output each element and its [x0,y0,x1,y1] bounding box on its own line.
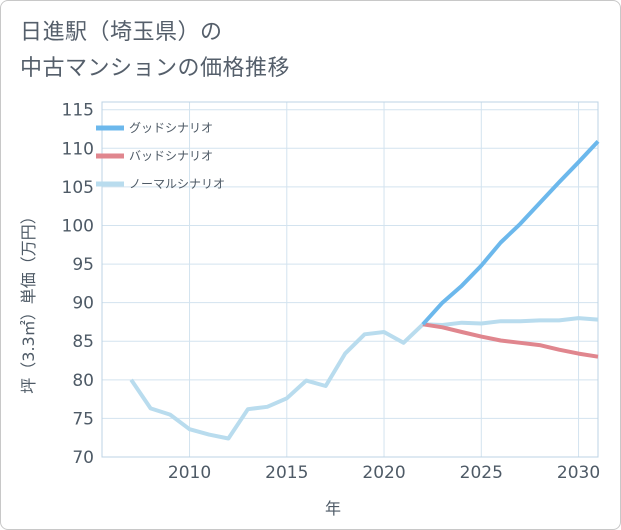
x-axis-title: 年 [325,499,341,518]
y-axis-title: 坪（3.3㎡）単価（万円） [19,208,38,393]
tick-labels: 2010 2015 2020 2025 2030 70 75 80 85 90 95 100 105 11… [62,101,601,483]
chart-title-line-1: 日進駅（埼玉県）の [20,20,223,45]
y-tick-label: 115 [62,101,94,121]
series-line-bad [422,322,599,359]
plot-area-border [101,101,599,458]
series-line-good [421,140,600,326]
series-layer [129,140,600,441]
x-tick-label: 2020 [362,463,405,483]
x-tick-label: 2015 [265,463,308,483]
y-tick-label: 110 [62,139,94,159]
y-tick-label: 95 [72,255,94,275]
y-tick-label: 90 [72,294,94,314]
legend-label-normal: ノーマルシナリオ [129,177,225,191]
x-tick-label: 2025 [460,463,503,483]
y-tick-label: 70 [72,448,94,468]
y-tick-label: 105 [62,178,94,198]
x-tick-label: 2010 [168,463,211,483]
series-line-normal [129,316,599,441]
legend-label-bad: バッドシナリオ [129,149,213,163]
y-tick-label: 100 [62,216,94,236]
chart-title-line-2: 中古マンションの価格推移 [20,56,291,81]
x-tick-label: 2030 [557,463,600,483]
y-tick-label: 80 [72,371,94,391]
y-tick-label: 75 [72,409,94,429]
legend-label-good: グッドシナリオ [129,121,213,135]
chart-title: 日進駅（埼玉県）の 中古マンションの価格推移 [20,15,290,87]
y-tick-label: 85 [72,332,94,352]
